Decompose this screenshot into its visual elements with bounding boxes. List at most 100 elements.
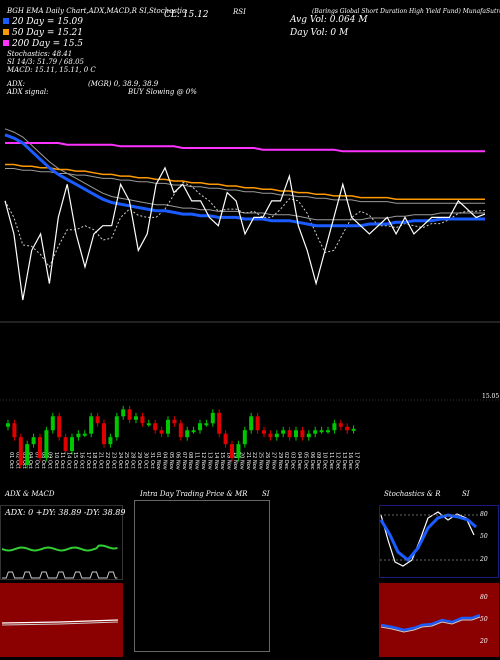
legend-ema50-text: 50 Day = 15.21 [12,28,84,38]
date-tick-label: 17 Oct [85,452,91,469]
rsi-tick-50: 50 [480,616,488,623]
date-tick-label: 12 Dec [334,452,340,470]
candle-body [63,437,68,452]
candle-body [319,430,324,433]
candle-body [230,444,234,459]
chart-title: BGH EMA Daily Chart,ADX,MACD,R SI,Stocha… [7,7,187,15]
candle-body [44,430,49,459]
di-line [2,571,118,579]
macd-readout: MACD: 15.11, 15.11, 0 C [7,66,96,74]
adx-signal-label: ADX signal: [7,88,49,96]
macd-line [1,619,119,624]
date-tick-label: 07 Oct [34,452,40,469]
intraday-panel [134,500,270,652]
date-tick-label: 14 Nov [213,452,219,470]
date-tick-label: 16 Oct [78,452,84,469]
date-tick-label: 13 Nov [206,452,212,470]
candle-body [102,423,106,445]
rsi-line [380,613,481,632]
candle-body [178,423,183,438]
ema-price-chart [0,128,500,323]
date-tick-label: 01 Nov [155,452,161,470]
date-tick-label: 02 Oct [14,452,20,469]
candle-body [242,430,247,445]
candle-body [50,416,55,431]
series-line-50-day [5,163,485,200]
rsi-tick-20: 20 [480,638,488,645]
date-tick-label: 17 Dec [354,452,360,470]
candle-body [159,430,164,434]
stoch-tick-50: 50 [480,533,488,540]
candle-body [18,437,23,465]
date-tick-label: 28 Oct [130,452,136,469]
stoch-tick-80: 80 [480,511,488,518]
candle-body [217,412,222,434]
adx-macd-title: ADX & MACD [5,490,55,498]
candle-body [326,430,330,433]
candle-body [198,423,202,431]
series-line-price [4,166,486,301]
candle-body [89,416,94,434]
candle-body [108,437,113,445]
candlestick-chart: 01 Oct 02 Oct 03 Oct 04 Oct 07 Oct 08 Oct 09 O… [0,399,500,470]
candle-body [82,433,87,436]
legend-ema20-text: 20 Day = 15.09 [12,17,84,27]
candle-body [114,416,119,438]
date-tick-label: 06 Nov [174,452,180,470]
date-tick-label: 10 Dec [322,452,328,470]
candle-body [294,430,298,438]
candle-body [236,444,241,459]
legend-ema50: 50 Day = 15.21 [3,28,83,38]
ema20-swatch [3,18,9,24]
date-tick-label: 05 Nov [168,452,174,470]
ema50-swatch [3,29,9,35]
date-tick-label: 23 Oct [110,452,116,469]
close-price: CL: 15.12 [164,10,209,20]
date-tick-label: 13 Dec [341,452,347,470]
candle-body [166,419,170,434]
date-tick-label: 11 Oct [59,452,65,469]
date-tick-label: 12 Nov [200,452,206,470]
candle-body [127,409,132,420]
date-tick-label: 26 Nov [264,452,270,470]
candle-body [191,430,196,433]
date-tick-label: 06 Dec [309,452,315,470]
legend-ema200: 200 Day = 15.5 [3,39,83,49]
candle-body [262,430,266,434]
candle-body [268,433,273,438]
candle-body [223,433,228,445]
date-tick-label: 09 Dec [315,452,321,470]
si-panel-title: SI [262,490,270,498]
date-tick-label: 22 Oct [104,452,110,469]
legend-ema20: 20 Day = 15.09 [3,17,83,27]
candle-body [38,437,42,459]
candle-body [210,412,215,424]
date-tick-label: 11 Dec [328,452,334,470]
date-tick-label: 05 Dec [302,452,308,470]
adx-panel: ADX: 0 +DY: 38.89 -DY: 38.89 [0,505,125,580]
candle-body [70,437,74,452]
candle-body [300,430,305,438]
stochastics-k-line [380,511,475,567]
stoch-rsi-title: Stochastics & R [384,490,441,498]
day-volume: Day Vol: 0 M [290,28,349,38]
date-tick-label: 04 Oct [27,452,33,469]
candle-body [6,423,10,427]
candle-body [146,423,151,426]
date-tick-label: 14 Oct [66,452,72,469]
date-tick-label: 21 Oct [98,452,104,469]
date-tick-label: 15 Oct [72,452,78,469]
candle-body [140,416,145,424]
candle-body [249,416,254,431]
candle-body [57,416,62,438]
stoch-si-label: SI [462,490,470,498]
date-tick-label: 30 Oct [142,452,148,469]
date-tick-label: 04 Nov [162,452,168,470]
stoch-tick-20: 20 [480,556,488,563]
date-tick-label: 29 Oct [136,452,142,469]
date-tick-label: 07 Nov [181,452,187,470]
ema200-swatch [3,40,9,46]
date-tick-label: 22 Nov [251,452,257,470]
date-tick-label: 31 Oct [149,452,155,469]
